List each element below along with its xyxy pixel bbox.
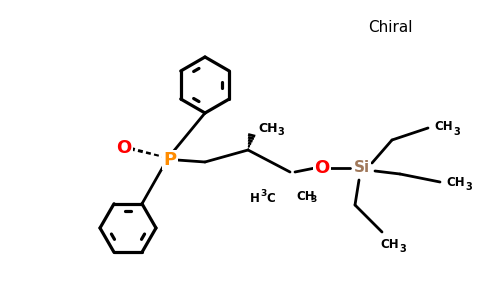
Text: 3: 3 (454, 127, 460, 137)
Text: Si: Si (354, 160, 370, 175)
Text: O: O (315, 159, 330, 177)
Text: 3: 3 (260, 189, 266, 198)
Text: 3: 3 (400, 244, 407, 254)
Text: Chiral: Chiral (368, 20, 412, 35)
Text: H: H (250, 191, 260, 205)
Text: 3: 3 (466, 182, 472, 192)
Text: 3: 3 (310, 196, 316, 205)
Text: O: O (116, 139, 132, 157)
Text: CH: CH (435, 121, 454, 134)
Text: 3: 3 (278, 127, 285, 137)
Text: P: P (164, 151, 177, 169)
Text: CH: CH (381, 238, 399, 250)
Text: CH: CH (296, 190, 315, 202)
Text: C: C (266, 191, 275, 205)
Text: CH: CH (258, 122, 278, 134)
Text: CH: CH (447, 176, 465, 188)
